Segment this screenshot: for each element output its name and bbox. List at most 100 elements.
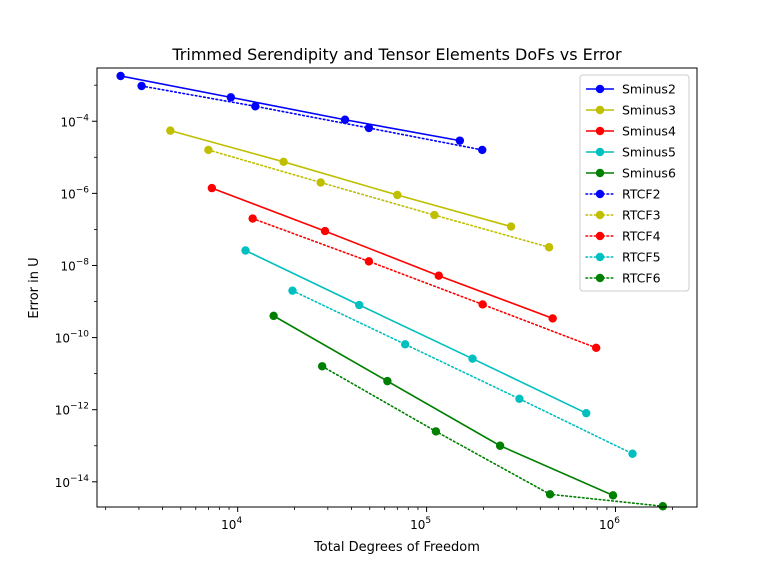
data-point-RTCF6-2 <box>545 490 555 499</box>
legend-marker-Sminus6 <box>595 168 605 178</box>
data-point-Sminus3-1 <box>279 157 288 167</box>
series-Sminus4 <box>207 183 557 323</box>
series-RTCF3 <box>204 145 554 252</box>
data-point-Sminus5-1 <box>355 300 364 310</box>
series-line-RTCF5 <box>291 289 634 455</box>
legend-entry-Sminus3: Sminus3 <box>586 103 676 118</box>
data-point-RTCF2-1 <box>251 102 260 111</box>
data-point-RTCF6-0 <box>317 362 327 371</box>
series-Sminus3 <box>166 126 516 231</box>
legend-label-Sminus5: Sminus5 <box>622 145 676 160</box>
data-point-RTCF3-1 <box>316 178 325 187</box>
series-Sminus2 <box>116 71 465 145</box>
series-line-RTCF3 <box>207 149 550 249</box>
legend-box <box>579 74 690 292</box>
data-point-RTCF6-3 <box>658 502 668 511</box>
legend-entry-RTCF4: RTCF4 <box>585 229 661 244</box>
data-point-RTCF4-2 <box>478 300 487 309</box>
y-axis-label: Error in U <box>27 257 42 318</box>
data-point-RTCF5-0 <box>288 286 297 295</box>
series-Sminus6 <box>269 311 618 500</box>
legend-entry-Sminus4: Sminus4 <box>586 124 676 139</box>
series-Sminus5 <box>241 246 591 418</box>
data-point-RTCF6-1 <box>431 427 441 436</box>
series-RTCF6 <box>317 362 668 511</box>
legend-entry-RTCF6: RTCF6 <box>585 271 661 286</box>
data-point-RTCF4-1 <box>364 257 374 266</box>
data-point-Sminus4-3 <box>548 314 557 323</box>
data-point-Sminus2-1 <box>226 93 236 102</box>
legend: Sminus2 Sminus3 Sminus4 Sminus5 Sminus6 RTCF2… <box>579 74 690 292</box>
data-point-Sminus6-2 <box>495 441 505 450</box>
series-line-RTCF2 <box>140 85 484 151</box>
legend-label-Sminus3: Sminus3 <box>622 103 676 118</box>
data-point-RTCF2-0 <box>137 81 146 91</box>
chart-title: Trimmed Serendipity and Tensor Elements … <box>171 45 622 64</box>
legend-label-Sminus6: Sminus6 <box>622 166 676 181</box>
legend-entry-RTCF3: RTCF3 <box>585 208 661 223</box>
legend-label-Sminus4: Sminus4 <box>622 124 676 139</box>
data-point-RTCF5-2 <box>515 394 524 404</box>
legend-marker-Sminus4 <box>595 126 605 136</box>
series-line-RTCF4 <box>251 217 597 349</box>
data-point-RTCF4-0 <box>248 214 257 223</box>
legend-entry-Sminus5: Sminus5 <box>586 145 676 160</box>
series-layer <box>116 71 668 511</box>
data-point-RTCF5-1 <box>400 340 410 349</box>
plot-area-frame <box>96 67 698 508</box>
data-point-Sminus3-2 <box>393 190 402 200</box>
legend-marker-Sminus2 <box>595 84 605 94</box>
legend-marker-RTCF3 <box>595 210 605 220</box>
legend-entry-RTCF5: RTCF5 <box>585 250 661 265</box>
data-point-RTCF5-3 <box>628 449 637 458</box>
data-point-Sminus5-0 <box>241 246 250 255</box>
series-RTCF4 <box>248 214 601 353</box>
data-point-Sminus3-0 <box>166 126 175 135</box>
y-tick-label-5: 10−14 <box>55 474 90 490</box>
data-point-RTCF3-0 <box>204 145 213 155</box>
legend-label-RTCF5: RTCF5 <box>622 250 661 265</box>
data-point-RTCF4-3 <box>591 343 601 353</box>
data-point-Sminus4-1 <box>320 226 330 236</box>
legend-marker-Sminus3 <box>595 105 605 115</box>
data-point-Sminus2-2 <box>340 115 350 124</box>
data-point-Sminus6-1 <box>383 376 392 386</box>
data-point-Sminus4-0 <box>207 183 217 193</box>
data-point-Sminus6-0 <box>269 311 278 321</box>
legend-marker-RTCF5 <box>595 252 605 262</box>
data-point-RTCF3-2 <box>430 210 439 220</box>
y-tick-label-3: 10−10 <box>55 330 90 346</box>
series-RTCF2 <box>137 81 487 155</box>
legend-entry-Sminus6: Sminus6 <box>586 166 676 181</box>
legend-marker-RTCF2 <box>595 189 605 199</box>
series-line-Sminus5 <box>245 249 587 414</box>
y-tick-label-2: 10−8 <box>60 257 89 273</box>
data-point-Sminus5-2 <box>468 354 477 363</box>
legend-marker-Sminus5 <box>595 147 605 157</box>
series-line-Sminus4 <box>211 187 553 320</box>
legend-label-Sminus2: Sminus2 <box>622 82 676 97</box>
data-point-Sminus6-3 <box>608 491 618 500</box>
series-line-Sminus3 <box>170 129 512 228</box>
legend-label-RTCF3: RTCF3 <box>622 208 661 223</box>
legend-label-RTCF2: RTCF2 <box>622 187 661 202</box>
data-point-Sminus2-0 <box>116 71 125 81</box>
legend-label-RTCF6: RTCF6 <box>622 271 661 286</box>
legend-marker-RTCF6 <box>595 273 605 283</box>
y-tick-label-4: 10−12 <box>55 402 89 418</box>
y-tick-label-1: 10−6 <box>60 185 89 201</box>
legend-marker-RTCF4 <box>595 231 605 241</box>
x-axis-label: Total Degrees of Freedom <box>313 540 480 555</box>
data-point-Sminus2-3 <box>455 136 465 145</box>
series-line-Sminus2 <box>120 75 461 142</box>
legend-entry-RTCF2: RTCF2 <box>585 187 661 202</box>
y-tick-label-0: 10−4 <box>60 113 89 129</box>
data-point-RTCF2-3 <box>478 145 487 155</box>
data-point-RTCF3-3 <box>544 243 554 252</box>
series-line-Sminus6 <box>273 315 614 497</box>
series-RTCF5 <box>288 286 637 458</box>
data-point-RTCF2-2 <box>364 123 374 133</box>
data-point-Sminus4-2 <box>434 271 443 280</box>
legend-label-RTCF4: RTCF4 <box>622 229 661 244</box>
